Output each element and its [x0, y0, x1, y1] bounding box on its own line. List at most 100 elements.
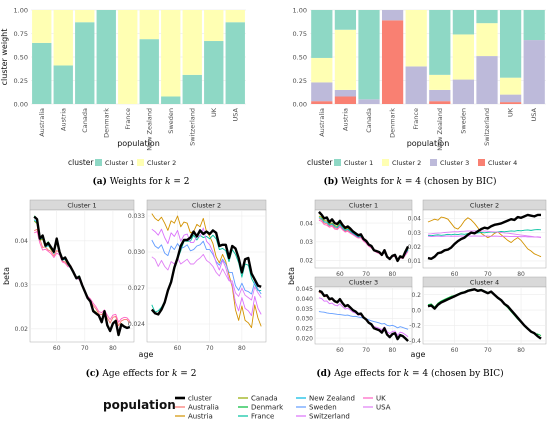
facet-strip-label: Cluster 3 — [349, 279, 378, 287]
legend-label-canada: Canada — [251, 395, 278, 403]
x-axis-title: population — [407, 139, 450, 148]
y-tick-label: 0.025 — [296, 325, 313, 332]
bar-austria-cluster-2 — [334, 29, 357, 90]
panel-b-weights-k4: 0.00 0.25 0.50 0.75 1.00 Australia Austria Cana… — [293, 7, 546, 167]
bar-australia-cluster-1 — [311, 10, 333, 58]
y-axis-title: beta — [2, 267, 11, 285]
x-tick-label: Austria — [341, 108, 349, 131]
bar-uk-cluster-2 — [204, 10, 224, 42]
panel-a-weights-k2: 0.00 0.25 0.50 0.75 1.00 Australia Austria Cana… — [0, 7, 246, 167]
bar-uk-cluster-1 — [499, 10, 522, 78]
x-tick-label: New Zealand — [436, 108, 444, 151]
legend-key-cluster-2 — [137, 159, 144, 166]
y-tick-label: 1.00 — [14, 7, 28, 15]
legend-key-cluster-1 — [95, 159, 102, 166]
x-tick-label: USA — [231, 107, 239, 121]
bar-switzerland-cluster-1 — [182, 74, 202, 104]
facet-strip-label: Cluster 4 — [470, 279, 499, 287]
line-switzerland — [151, 227, 262, 317]
line-switzerland — [427, 235, 542, 238]
x-tick-label: Australia — [38, 108, 46, 137]
x-tick-label: Austria — [59, 108, 67, 131]
y-tick-label: 0.0 — [411, 307, 421, 314]
legend-label-cluster-3: Cluster 3 — [440, 159, 469, 167]
y-tick-label: 0.020 — [296, 335, 313, 342]
x-tick-label: 60 — [336, 347, 344, 354]
bar-sweden-cluster-1 — [452, 10, 475, 35]
y-tick-label: 0.033 — [128, 213, 145, 220]
facet-cluster-2: Cluster 2 0.024 0.027 0.030 0.033 60 70 80 — [128, 199, 267, 352]
x-tick-label: 60 — [174, 345, 182, 352]
x-tick-label: 70 — [81, 345, 89, 352]
bar-switzerland-cluster-3 — [476, 56, 498, 104]
y-tick-label: 0.03 — [408, 230, 422, 237]
bar-australia-cluster-3 — [311, 82, 333, 102]
legend-key-cluster-1 — [334, 159, 341, 166]
y-tick-label: 1.00 — [293, 7, 307, 15]
bar-canada-cluster-3 — [358, 99, 380, 104]
caption-c: (c) Age effects for k = 2 — [86, 368, 197, 379]
x-tick-label: Sweden — [459, 108, 467, 134]
line-cluster — [318, 211, 410, 263]
y-tick-label: 0.04 — [300, 220, 314, 227]
x-tick-label: 70 — [484, 347, 492, 354]
legend-label-switzerland: Switzerland — [309, 413, 350, 421]
bar-austria-cluster-1 — [334, 10, 357, 30]
line-usa — [427, 230, 542, 239]
y-tick-label: 0.01 — [408, 258, 422, 265]
facet-cluster-4: Cluster 4 0.2 0.0 -0.2 -0.4 60 70 80 — [409, 276, 547, 354]
x-tick-label: 60 — [53, 345, 61, 352]
legend-label-cluster-4: Cluster 4 — [488, 159, 517, 167]
bar-new-zealand-cluster-2 — [139, 10, 159, 40]
panel-c-age-effects-k2: Cluster 1 0.02 0.03 0.04 60 70 80 Cluster 2 0.02… — [2, 199, 267, 359]
bar-austria-cluster-4 — [334, 96, 357, 104]
bar-australia-cluster-2 — [32, 10, 52, 43]
facet-cluster-3: Cluster 3 0.020 0.025 0.030 0.035 0.040 0.045 6… — [296, 276, 413, 354]
cluster-legend: cluster Cluster 1 Cluster 2 Cluster 3 Cluste… — [307, 158, 517, 167]
bar-usa-cluster-3 — [523, 40, 545, 104]
bar-uk-cluster-4 — [499, 102, 522, 104]
x-tick-label: Denmark — [389, 108, 397, 138]
bar-new-zealand-cluster-1 — [139, 39, 159, 104]
bar-uk-cluster-1 — [204, 41, 224, 104]
x-axis-title: age — [411, 350, 426, 359]
y-tick-label: 0.25 — [293, 77, 307, 85]
facet-strip-label: Cluster 2 — [192, 202, 221, 210]
population-legend-title: population — [103, 398, 176, 412]
bar-new-zealand-cluster-4 — [429, 101, 451, 104]
y-tick-label: -0.4 — [409, 338, 421, 345]
legend-label-france: France — [251, 413, 274, 421]
bar-australia-cluster-1 — [32, 42, 52, 104]
bar-new-zealand-cluster-2 — [429, 74, 451, 90]
bar-switzerland-cluster-2 — [476, 23, 498, 57]
legend-label-cluster-1: Cluster 1 — [344, 159, 373, 167]
bar-france-cluster-2 — [118, 10, 138, 104]
legend-key-cluster-3 — [430, 159, 437, 166]
x-tick-label: 60 — [451, 271, 459, 278]
x-tick-label: 70 — [484, 271, 492, 278]
caption-a: (a) Weights for k = 2 — [93, 176, 190, 187]
caption-d: (d) Age effects for k = 4 (chosen by BIC… — [316, 368, 503, 379]
y-tick-label: 0.035 — [296, 306, 313, 313]
x-axis-title: population — [117, 139, 160, 148]
legend-key-cluster-2 — [382, 159, 389, 166]
y-tick-label: 0.030 — [296, 316, 313, 323]
facet-strip-label: Cluster 2 — [470, 202, 499, 210]
line-cluster — [150, 229, 262, 316]
y-tick-label: 0.03 — [300, 239, 314, 246]
legend-label-austria: Austria — [188, 413, 213, 421]
bar-canada-cluster-1 — [75, 22, 95, 104]
x-tick-label: New Zealand — [145, 108, 153, 151]
x-tick-label: Canada — [365, 108, 373, 133]
bar-australia-cluster-4 — [311, 101, 333, 104]
bar-austria-cluster-3 — [334, 89, 357, 97]
x-tick-label: 80 — [238, 345, 246, 352]
y-tick-label: 0.027 — [128, 285, 145, 292]
y-tick-label: 0.02 — [408, 244, 422, 251]
y-tick-label: 0.02 — [15, 326, 29, 333]
bar-uk-cluster-3 — [499, 94, 522, 103]
x-tick-label: UK — [507, 107, 515, 117]
caption-b: (b) Weights for k = 4 (chosen by BIC) — [324, 176, 497, 187]
bar-australia-cluster-2 — [311, 57, 333, 83]
